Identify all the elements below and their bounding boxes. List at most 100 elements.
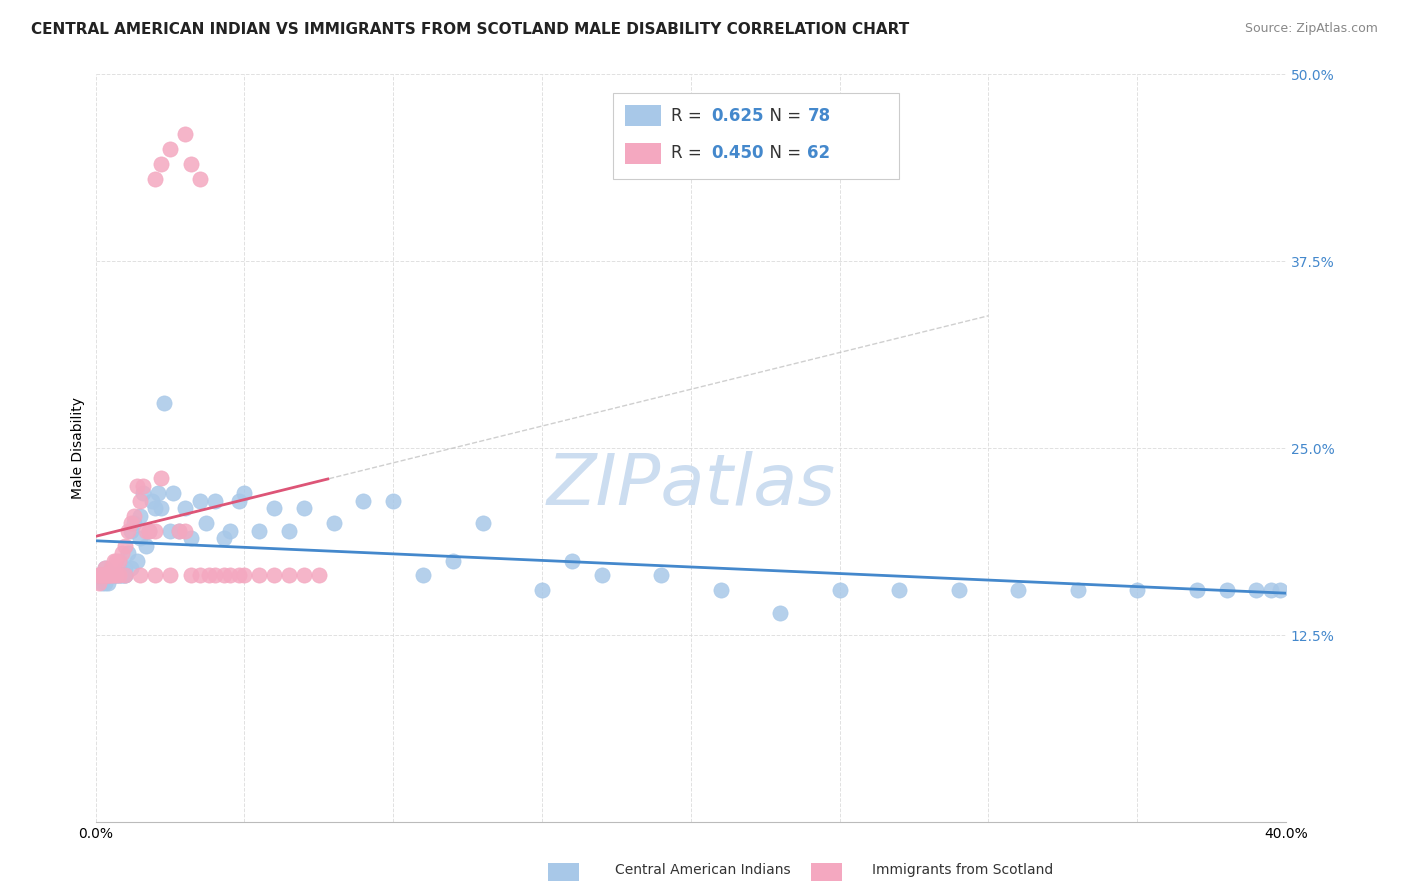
Point	[471, 516, 494, 530]
Point	[93, 568, 115, 582]
Point	[143, 501, 166, 516]
Point	[103, 568, 125, 582]
Point	[129, 568, 152, 582]
Point	[127, 553, 149, 567]
Point	[127, 478, 149, 492]
Point	[90, 568, 112, 582]
Point	[114, 568, 136, 582]
Point	[188, 568, 211, 582]
Point	[153, 396, 176, 410]
Point	[103, 568, 125, 582]
Point	[87, 568, 110, 582]
Point	[132, 486, 155, 500]
Point	[120, 524, 142, 538]
Point	[108, 553, 131, 567]
Point	[180, 157, 202, 171]
Y-axis label: Male Disability: Male Disability	[72, 397, 86, 500]
Point	[105, 568, 128, 582]
Point	[129, 508, 152, 523]
Point	[322, 516, 344, 530]
Point	[111, 568, 134, 582]
Point	[93, 576, 115, 591]
Point	[1067, 583, 1090, 598]
Text: R =: R =	[671, 145, 707, 162]
Point	[561, 553, 583, 567]
Point	[114, 539, 136, 553]
Point	[103, 568, 125, 582]
Point	[263, 568, 285, 582]
Point	[87, 568, 110, 582]
Point	[228, 493, 250, 508]
Point	[308, 568, 330, 582]
Point	[90, 568, 112, 582]
Point	[174, 524, 197, 538]
Point	[87, 568, 110, 582]
Point	[150, 471, 173, 485]
Point	[135, 524, 157, 538]
Point	[93, 568, 115, 582]
Point	[114, 561, 136, 575]
Point	[650, 568, 672, 582]
Point	[204, 493, 226, 508]
FancyBboxPatch shape	[613, 93, 900, 178]
Point	[100, 568, 122, 582]
Point	[180, 568, 202, 582]
Point	[174, 127, 197, 141]
Point	[87, 568, 110, 582]
Point	[159, 142, 181, 156]
Point	[129, 493, 152, 508]
Text: Source: ZipAtlas.com: Source: ZipAtlas.com	[1244, 22, 1378, 36]
Point	[120, 561, 142, 575]
Point	[146, 486, 169, 500]
Text: N =: N =	[759, 107, 806, 125]
Point	[150, 157, 173, 171]
Point	[100, 568, 122, 582]
Point	[97, 568, 120, 582]
Point	[100, 568, 122, 582]
Text: CENTRAL AMERICAN INDIAN VS IMMIGRANTS FROM SCOTLAND MALE DISABILITY CORRELATION : CENTRAL AMERICAN INDIAN VS IMMIGRANTS FR…	[31, 22, 910, 37]
Point	[97, 568, 120, 582]
Point	[143, 171, 166, 186]
Point	[382, 493, 405, 508]
Point	[87, 576, 110, 591]
Point	[93, 568, 115, 582]
Point	[188, 493, 211, 508]
Point	[167, 524, 190, 538]
Text: 0.450: 0.450	[711, 145, 763, 162]
Point	[1268, 583, 1291, 598]
Point	[204, 568, 226, 582]
Point	[263, 501, 285, 516]
Point	[124, 516, 146, 530]
Point	[212, 531, 235, 545]
Point	[111, 546, 134, 560]
Point	[111, 568, 134, 582]
Point	[129, 531, 152, 545]
Point	[90, 568, 112, 582]
FancyBboxPatch shape	[626, 105, 661, 127]
Text: Central American Indians: Central American Indians	[616, 863, 790, 877]
Point	[93, 568, 115, 582]
Point	[97, 568, 120, 582]
Point	[103, 568, 125, 582]
Point	[218, 524, 240, 538]
Point	[143, 568, 166, 582]
Point	[228, 568, 250, 582]
Point	[710, 583, 733, 598]
Point	[188, 171, 211, 186]
Text: ZIPatlas: ZIPatlas	[547, 451, 835, 520]
Point	[278, 568, 301, 582]
Point	[150, 501, 173, 516]
Point	[105, 553, 128, 567]
Point	[138, 524, 160, 538]
Point	[1246, 583, 1268, 598]
Text: 62: 62	[807, 145, 831, 162]
Point	[90, 568, 112, 582]
Point	[1185, 583, 1208, 598]
Point	[1126, 583, 1149, 598]
Point	[97, 568, 120, 582]
Point	[132, 478, 155, 492]
Point	[233, 568, 256, 582]
Point	[97, 576, 120, 591]
Text: 0.625: 0.625	[711, 107, 763, 125]
Point	[90, 576, 112, 591]
